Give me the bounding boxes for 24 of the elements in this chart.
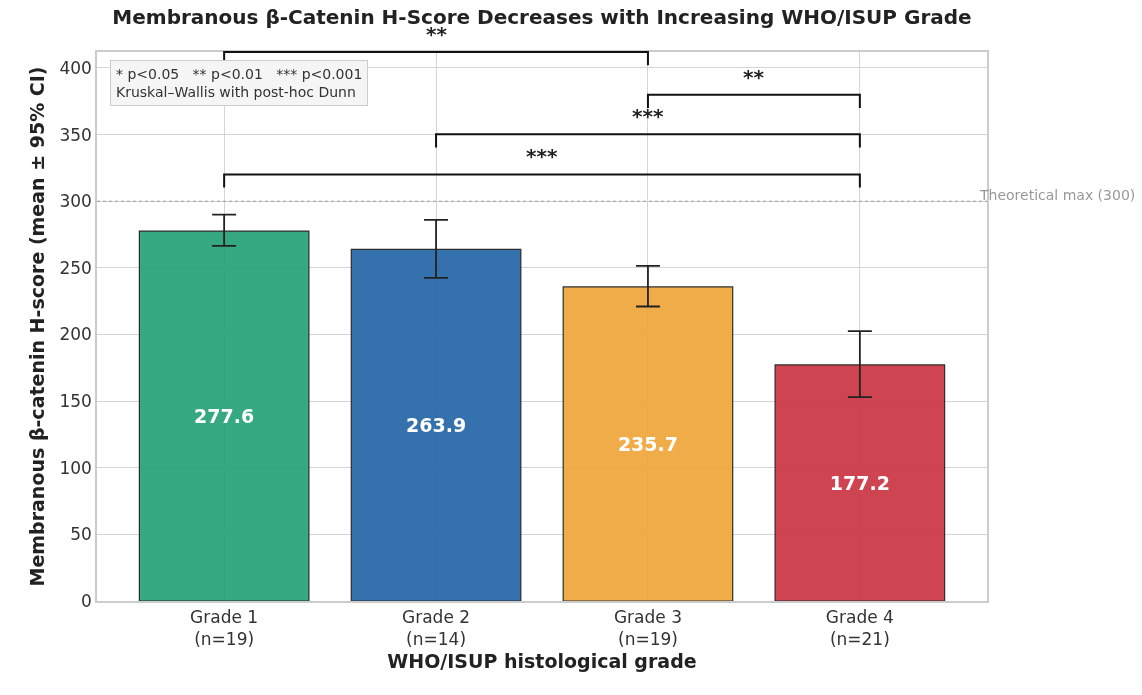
y-tick-label: 150 bbox=[59, 391, 92, 412]
y-tick-label: 50 bbox=[70, 524, 92, 545]
y-tick-label: 250 bbox=[59, 257, 92, 278]
x-axis-title: WHO/ISUP histological grade bbox=[387, 649, 697, 672]
y-tick-label: 400 bbox=[59, 57, 92, 78]
x-tick-label: Grade 1 (n=19) bbox=[190, 607, 259, 650]
data-label: 263.9 bbox=[406, 414, 467, 437]
ref-line-label: Theoretical max (300) bbox=[979, 187, 1136, 203]
x-tick-label: Grade 2 (n=14) bbox=[402, 607, 471, 650]
x-tick-label: Grade 3 (n=19) bbox=[613, 607, 682, 650]
data-label: 277.6 bbox=[194, 405, 255, 428]
data-label: 177.2 bbox=[829, 471, 890, 494]
annotation: ** bbox=[743, 65, 765, 89]
data-label: 235.7 bbox=[617, 432, 678, 455]
y-tick-label: 350 bbox=[59, 124, 92, 145]
y-tick-label: 100 bbox=[59, 457, 92, 478]
annotation: * p<0.05 ** p<0.01 *** p<0.001 Kruskal–Wallis with post-hoc Dunn bbox=[116, 66, 363, 101]
y-axis-title: Membranous β-catenin H-score (mean ± 95% CI) bbox=[25, 66, 48, 587]
x-tick-label: Grade 4 (n=21) bbox=[825, 607, 894, 650]
y-tick-label: 200 bbox=[59, 324, 92, 345]
y-tick-label: 300 bbox=[59, 191, 92, 212]
annotation: *** bbox=[526, 144, 558, 168]
y-tick-label: 0 bbox=[81, 590, 92, 611]
annotation: *** bbox=[632, 104, 664, 128]
